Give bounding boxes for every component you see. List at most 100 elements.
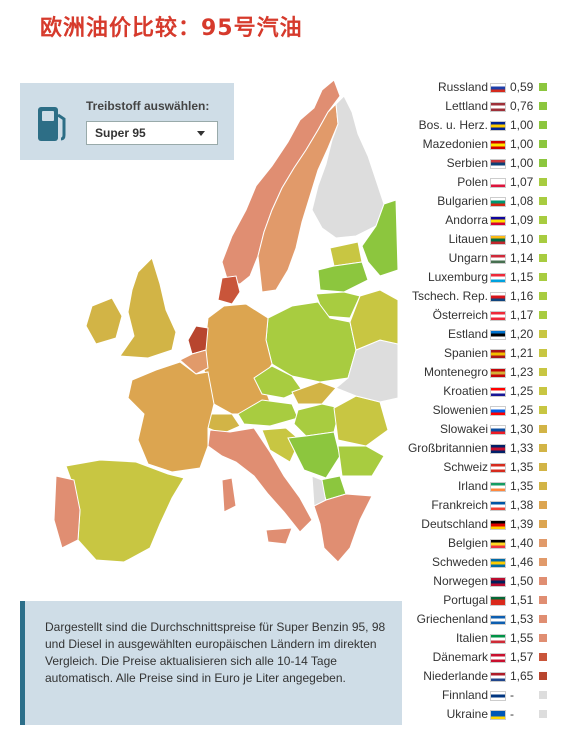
legend-row[interactable]: Kroatien 1,25 (400, 382, 572, 401)
legend-row[interactable]: Großbritannien 1,33 (400, 439, 572, 458)
region-denmark[interactable] (217, 275, 241, 305)
legend-row[interactable]: Slowenien 1,25 (400, 401, 572, 420)
flag-icon (490, 520, 506, 530)
flag-icon (490, 292, 506, 302)
legend-row[interactable]: Serbien 1,00 (400, 154, 572, 173)
legend-row[interactable]: Dänemark 1,57 (400, 648, 572, 667)
flag-icon (490, 121, 506, 131)
legend-row[interactable]: Niederlande 1,65 (400, 667, 572, 686)
region-belarus[interactable] (349, 289, 399, 351)
price-color-swatch (539, 83, 547, 91)
region-latvia[interactable] (317, 261, 369, 293)
legend-row[interactable]: Luxemburg 1,15 (400, 268, 572, 287)
legend-price: 1,14 (510, 251, 534, 265)
legend-row[interactable]: Bos. u. Herz. 1,00 (400, 116, 572, 135)
region-france[interactable] (127, 361, 215, 473)
legend-country-label: Griechenland (416, 612, 488, 626)
legend-row[interactable]: Österreich 1,17 (400, 306, 572, 325)
region-russia[interactable] (361, 199, 399, 277)
legend-country-label: Österreich (432, 308, 488, 322)
legend-country-label: Bos. u. Herz. (418, 118, 488, 132)
legend-price: 1,21 (510, 346, 534, 360)
legend-row[interactable]: Litauen 1,10 (400, 230, 572, 249)
region-greece[interactable] (313, 493, 373, 563)
region-finland[interactable] (311, 95, 385, 239)
legend-row[interactable]: Estland 1,20 (400, 325, 572, 344)
region-portugal[interactable] (53, 475, 81, 549)
legend-row[interactable]: Ungarn 1,14 (400, 249, 572, 268)
legend-row[interactable]: Frankreich 1,38 (400, 496, 572, 515)
price-color-swatch (539, 710, 547, 718)
legend-row[interactable]: Schweden 1,46 (400, 553, 572, 572)
price-color-swatch (539, 387, 547, 395)
price-color-swatch (539, 634, 547, 642)
legend-price: 1,55 (510, 631, 534, 645)
legend-country-label: Mazedonien (422, 137, 488, 151)
legend-price: 1,30 (510, 422, 534, 436)
price-color-swatch (539, 273, 547, 281)
region-hungary[interactable] (293, 403, 341, 437)
legend-row[interactable]: Norwegen 1,50 (400, 572, 572, 591)
flag-icon (490, 311, 506, 321)
legend-country-label: Italien (455, 631, 488, 645)
legend-country-label: Dänemark (432, 650, 488, 664)
price-color-swatch (539, 444, 547, 452)
legend-country-label: Russland (437, 80, 488, 94)
legend-row[interactable]: Italien 1,55 (400, 629, 572, 648)
legend-row[interactable]: Mazedonien 1,00 (400, 135, 572, 154)
legend-price: 1,51 (510, 593, 534, 607)
legend-row[interactable]: Ukraine - (400, 705, 572, 724)
region-sardinia[interactable] (221, 477, 237, 513)
region-slovakia[interactable] (291, 381, 337, 405)
legend-row[interactable]: Tschech. Rep. 1,16 (400, 287, 572, 306)
legend-row[interactable]: Slowakei 1,30 (400, 420, 572, 439)
flag-icon (490, 368, 506, 378)
fuel-type-dropdown[interactable]: Super 95 (86, 121, 218, 145)
legend-country-label: Finnland (441, 688, 488, 702)
info-text: Dargestellt sind die Durchschnittspreise… (45, 620, 386, 685)
legend-row[interactable]: Spanien 1,21 (400, 344, 572, 363)
flag-icon (490, 558, 506, 568)
legend-country-label: Niederlande (423, 669, 488, 683)
legend-price: 1,33 (510, 441, 534, 455)
legend-price: 1,00 (510, 137, 534, 151)
region-spain[interactable] (65, 459, 185, 563)
region-netherlands[interactable] (187, 325, 209, 355)
price-color-swatch (539, 102, 547, 110)
region-italy[interactable] (207, 427, 313, 533)
region-bulgaria[interactable] (337, 445, 385, 477)
legend-row[interactable]: Polen 1,07 (400, 173, 572, 192)
legend-row[interactable]: Deutschland 1,39 (400, 515, 572, 534)
legend-row[interactable]: Russland 0,59 (400, 78, 572, 97)
legend-price: 1,00 (510, 156, 534, 170)
region-ireland[interactable] (85, 297, 123, 345)
legend-row[interactable]: Montenegro 1,23 (400, 363, 572, 382)
legend-country-label: Ungarn (448, 251, 488, 265)
legend-row[interactable]: Finnland - (400, 686, 572, 705)
region-romania[interactable] (333, 395, 389, 447)
legend-price: 1,46 (510, 555, 534, 569)
region-sicily[interactable] (265, 527, 293, 545)
region-serbia[interactable] (287, 431, 341, 479)
flag-icon (490, 672, 506, 682)
legend-price: 1,09 (510, 213, 534, 227)
flag-icon (490, 444, 506, 454)
flag-icon (490, 406, 506, 416)
legend-row[interactable]: Irland 1,35 (400, 477, 572, 496)
legend-price: 1,25 (510, 384, 534, 398)
legend-row[interactable]: Bulgarien 1,08 (400, 192, 572, 211)
legend-country-label: Deutschland (421, 517, 488, 531)
legend-price: 1,07 (510, 175, 534, 189)
legend-row[interactable]: Andorra 1,09 (400, 211, 572, 230)
legend-row[interactable]: Lettland 0,76 (400, 97, 572, 116)
legend-row[interactable]: Schweiz 1,35 (400, 458, 572, 477)
legend-row[interactable]: Belgien 1,40 (400, 534, 572, 553)
price-color-swatch (539, 197, 547, 205)
price-color-swatch (539, 311, 547, 319)
legend-country-label: Schweden (431, 555, 488, 569)
flag-icon (490, 235, 506, 245)
legend-price: 0,76 (510, 99, 534, 113)
region-great-britain[interactable] (119, 257, 177, 359)
legend-row[interactable]: Griechenland 1,53 (400, 610, 572, 629)
legend-row[interactable]: Portugal 1,51 (400, 591, 572, 610)
